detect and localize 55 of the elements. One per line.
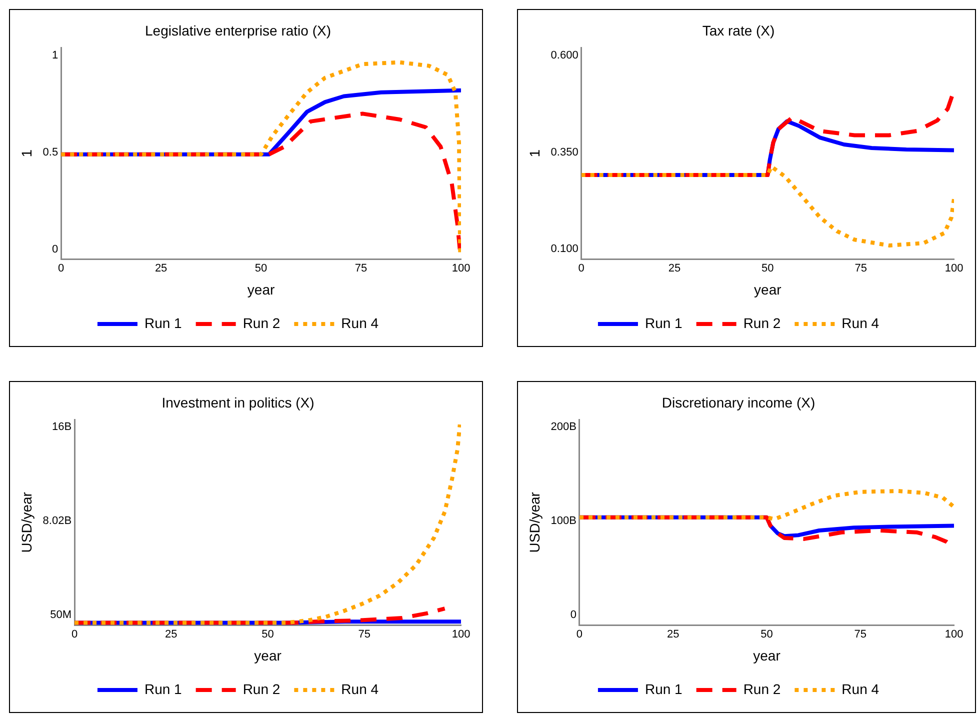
- chart-title: Legislative enterprise ratio (X): [145, 22, 331, 38]
- x-tick-label: 25: [165, 628, 178, 641]
- x-tick-label: 75: [354, 262, 368, 275]
- x-axis-title: year: [753, 647, 781, 664]
- x-tick-label: 100: [452, 628, 470, 641]
- y-axis-title: 1: [18, 149, 34, 158]
- y-tick-label: 50M: [50, 609, 72, 622]
- x-tick-label: 100: [944, 628, 964, 641]
- line-series: [581, 164, 954, 248]
- x-tick-label: 50: [760, 628, 773, 641]
- y-tick-label: 0: [570, 609, 576, 622]
- legend-label: Run 1: [144, 680, 182, 697]
- y-tick-label: 200B: [550, 421, 576, 434]
- y-tick-label: 1: [52, 50, 58, 62]
- legend-label: Run 4: [341, 680, 379, 697]
- legend-label: Run 4: [842, 314, 880, 331]
- y-axis-title: USD/year: [18, 492, 34, 553]
- chart-title: Investment in politics (X): [162, 394, 314, 410]
- legend-label: Run 4: [842, 680, 880, 697]
- x-tick-label: 75: [854, 262, 867, 275]
- chart-title: Discretionary income (X): [662, 394, 816, 410]
- y-tick-label: 8.02B: [42, 515, 72, 528]
- x-tick-label: 50: [254, 262, 268, 275]
- legend-label: Run 2: [242, 314, 280, 331]
- legend-label: Run 2: [743, 680, 781, 697]
- legend-label: Run 1: [144, 314, 182, 331]
- legend-label: Run 4: [341, 314, 379, 331]
- y-axis-title: USD/year: [526, 492, 542, 553]
- y-tick-label: 100B: [550, 515, 576, 528]
- y-tick-label: 0.100: [550, 242, 578, 255]
- y-tick-label: 0.350: [550, 146, 578, 158]
- x-tick-label: 25: [668, 262, 681, 275]
- legend-label: Run 2: [242, 680, 280, 697]
- legend-label: Run 1: [644, 680, 683, 697]
- y-tick-label: 0.600: [550, 50, 578, 62]
- x-axis-title: year: [754, 281, 782, 298]
- y-axis-title: 1: [526, 149, 542, 158]
- x-tick-label: 50: [762, 262, 774, 275]
- line-series: [579, 488, 954, 522]
- y-tick-label: 0.5: [42, 146, 58, 158]
- legend-label: Run 1: [644, 314, 683, 331]
- chart-title: Tax rate (X): [702, 22, 775, 38]
- x-axis-title: year: [254, 647, 282, 664]
- legend-label: Run 2: [743, 314, 781, 331]
- x-tick-label: 75: [854, 628, 866, 641]
- y-tick-label: 0: [52, 243, 58, 256]
- x-tick-label: 25: [666, 628, 680, 641]
- y-tick-label: 16B: [52, 420, 72, 433]
- x-axis-title: year: [247, 281, 275, 298]
- x-tick-label: 25: [154, 262, 168, 275]
- x-tick-label: 50: [262, 628, 274, 641]
- x-tick-label: 100: [944, 262, 964, 275]
- x-tick-label: 100: [452, 262, 470, 275]
- line-series: [74, 422, 461, 625]
- x-tick-label: 75: [358, 628, 371, 641]
